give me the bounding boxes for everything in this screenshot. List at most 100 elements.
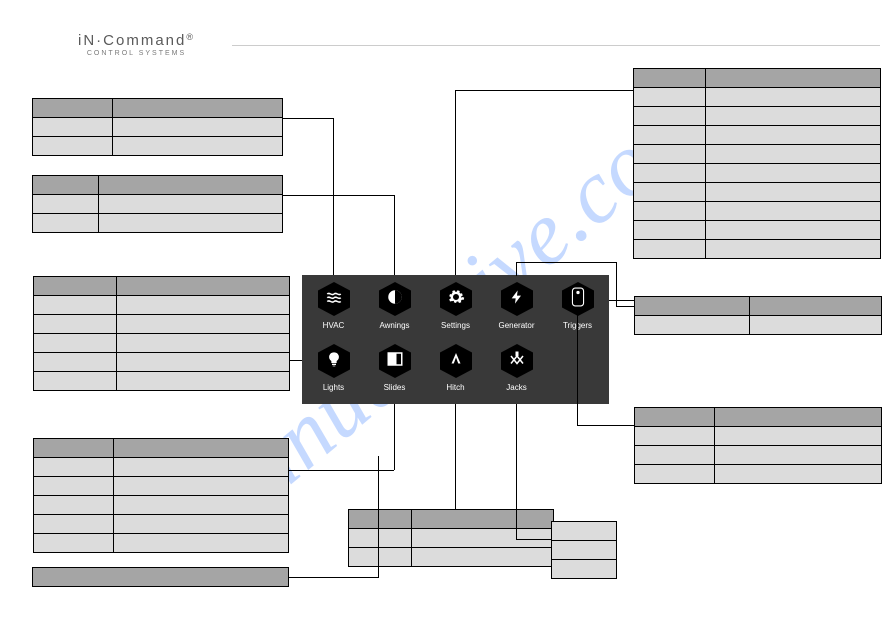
table-header-row — [635, 408, 882, 427]
table-row — [552, 560, 617, 579]
table-cell — [412, 548, 554, 567]
table-cell — [634, 107, 706, 126]
table-header-cell — [34, 277, 117, 296]
table-row — [34, 296, 290, 315]
table-row — [34, 515, 289, 534]
table-cell — [635, 427, 715, 446]
table-cell — [34, 353, 117, 372]
table-row — [635, 316, 882, 335]
table-cell — [113, 118, 283, 137]
table-row — [552, 522, 617, 541]
connector-line — [616, 306, 634, 307]
table-row — [634, 164, 881, 183]
table-header-row — [33, 568, 289, 587]
panel-item-hvac[interactable]: HVAC — [303, 281, 364, 330]
connector-line — [454, 509, 455, 510]
connector-line — [516, 262, 616, 263]
table-header-cell — [635, 297, 750, 316]
panel-item-hitch[interactable]: Hitch — [425, 343, 486, 392]
table-row — [634, 88, 881, 107]
triggers-icon — [560, 281, 596, 317]
panel-item-slides[interactable]: Slides — [364, 343, 425, 392]
table-cell — [114, 458, 289, 477]
table-cell — [634, 202, 706, 221]
table-cell — [113, 137, 283, 156]
connector-line — [516, 404, 517, 539]
table-header-cell — [33, 568, 289, 587]
awnings-icon — [377, 281, 413, 317]
table-lights — [33, 276, 290, 391]
brand-logo-main: iN·Command® — [78, 32, 195, 49]
table-cell — [117, 372, 290, 391]
table-cell — [34, 315, 117, 334]
table-cell — [34, 458, 114, 477]
table-row — [34, 372, 290, 391]
panel-item-awnings[interactable]: Awnings — [364, 281, 425, 330]
connector-line — [282, 118, 333, 119]
table-cell — [99, 214, 283, 233]
table-cell — [117, 334, 290, 353]
table-row — [33, 214, 283, 233]
table-header-cell — [349, 510, 412, 529]
generator-icon — [499, 281, 535, 317]
table-cell — [349, 529, 412, 548]
table-row — [635, 427, 882, 446]
table-row — [634, 240, 881, 259]
table-cell — [634, 145, 706, 164]
panel-item-generator[interactable]: Generator — [486, 281, 547, 330]
table-slides2 — [32, 567, 289, 587]
table-cell — [715, 446, 882, 465]
table-row — [33, 195, 283, 214]
connector-line — [516, 539, 551, 540]
page-root: { "logo": { "main": "iN·Command", "reg":… — [0, 0, 893, 629]
table-row — [34, 458, 289, 477]
panel-label-hvac: HVAC — [323, 321, 345, 330]
table-header-cell — [706, 69, 881, 88]
table-generator — [634, 296, 882, 335]
panel-label-generator: Generator — [498, 321, 534, 330]
panel-label-lights: Lights — [323, 383, 344, 392]
connector-line — [516, 262, 517, 275]
table-cell — [634, 126, 706, 145]
panel-item-lights[interactable]: Lights — [303, 343, 364, 392]
table-row — [34, 477, 289, 496]
table-cell — [117, 296, 290, 315]
settings-icon — [438, 281, 474, 317]
table-hvac — [32, 98, 283, 156]
connector-line — [394, 195, 395, 275]
table-row — [634, 183, 881, 202]
table-awnings — [32, 175, 283, 233]
brand-logo-reg: ® — [186, 32, 195, 42]
table-cell — [715, 465, 882, 484]
table-cell — [99, 195, 283, 214]
table-cell — [715, 427, 882, 446]
table-row — [634, 126, 881, 145]
header-rule — [232, 45, 880, 46]
panel-item-settings[interactable]: Settings — [425, 281, 486, 330]
connector-line — [609, 300, 634, 301]
table-triggers — [634, 407, 882, 484]
table-cell — [33, 137, 113, 156]
table-cell — [117, 315, 290, 334]
table-header-cell — [99, 176, 283, 195]
panel-item-jacks[interactable]: Jacks — [486, 343, 547, 392]
table-cell — [634, 221, 706, 240]
control-panel: HVACAwningsSettingsGeneratorTriggers Lig… — [302, 275, 609, 404]
hvac-icon — [316, 281, 352, 317]
connector-line — [577, 425, 634, 426]
table-row — [552, 541, 617, 560]
table-row — [349, 548, 554, 567]
table-cell — [750, 316, 882, 335]
connector-line — [455, 90, 633, 91]
table-cell — [117, 353, 290, 372]
table-slides — [33, 438, 289, 553]
table-row — [349, 529, 554, 548]
connector-line — [455, 404, 456, 509]
connector-line — [577, 315, 578, 425]
connector-line — [288, 577, 378, 578]
table-header-cell — [634, 69, 706, 88]
table-cell — [706, 202, 881, 221]
table-cell — [706, 107, 881, 126]
table-header-row — [34, 439, 289, 458]
table-cell — [34, 334, 117, 353]
